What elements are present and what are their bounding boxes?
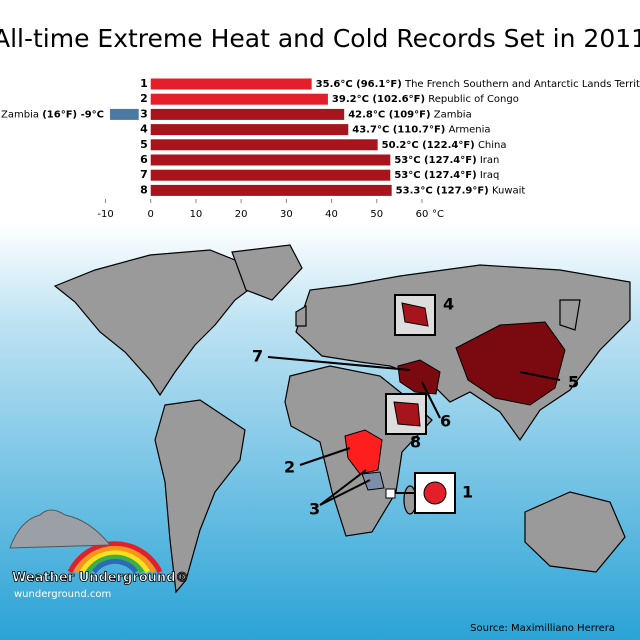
x-tick-label: 50 xyxy=(370,209,383,220)
location-label: Republic of Congo xyxy=(428,94,519,105)
x-tick-label: 40 xyxy=(325,209,338,220)
value-label: 53.3°C (127.9°F) Kuwait xyxy=(396,185,526,196)
north-america xyxy=(53,249,256,397)
south-america xyxy=(154,399,246,594)
location-label: The French Southern and Antarctic Lands … xyxy=(404,79,640,90)
category-label: 7 xyxy=(140,168,148,181)
map-label: 5 xyxy=(568,373,579,392)
location-label: China xyxy=(478,140,507,151)
location-label: Armenia xyxy=(449,125,491,136)
value-label-number: 53°C (127.4°F) xyxy=(394,170,476,181)
source: Source: Maximilliano Herrera xyxy=(470,623,615,634)
category-label: 8 xyxy=(140,183,148,196)
value-label-number: 43.7°C (110.7°F) xyxy=(352,125,445,136)
location-label: Iraq xyxy=(480,170,500,181)
zambia xyxy=(361,471,385,491)
cold-location: Zambia xyxy=(1,109,39,120)
world-map: 1 2 3 4 5 6 7 8 xyxy=(53,244,631,594)
value-label: 35.6°C (96.1°F) The French Southern and … xyxy=(316,79,640,90)
bar xyxy=(150,154,391,166)
value-label: 53°C (127.4°F) Iran xyxy=(394,155,499,166)
category-label: 5 xyxy=(140,138,148,151)
map-label: 4 xyxy=(443,295,454,314)
australia xyxy=(524,491,626,573)
cold-bar xyxy=(110,108,139,120)
value-label-number: 53.3°C (127.9°F) xyxy=(396,185,489,196)
x-tick-label: 30 xyxy=(280,209,293,220)
greenland xyxy=(231,244,303,301)
value-label-number: 53°C (127.4°F) xyxy=(394,155,476,166)
value-label: 39.2°C (102.6°F) Republic of Congo xyxy=(332,94,519,105)
logo-name: Weather Underground® xyxy=(12,571,189,586)
category-label: 3 xyxy=(140,107,148,120)
iran-iraq xyxy=(397,359,441,395)
x-tick-label: 20 xyxy=(235,209,248,220)
bar xyxy=(150,169,391,181)
x-tick-label: 10 xyxy=(190,209,203,220)
china xyxy=(455,321,566,406)
map-label: 7 xyxy=(252,347,263,366)
location-label: Zambia xyxy=(434,109,472,120)
x-axis-label: °C xyxy=(432,209,444,220)
leader-lines xyxy=(267,356,561,506)
value-label: 53°C (127.4°F) Iraq xyxy=(394,170,499,181)
map-label: 8 xyxy=(410,433,421,452)
category-label: 1 xyxy=(140,77,148,90)
logo-url: wunderground.com xyxy=(14,589,111,600)
congo xyxy=(344,429,383,475)
bar xyxy=(150,139,378,151)
bar xyxy=(150,78,312,90)
category-label: 6 xyxy=(140,153,148,166)
category-label: 4 xyxy=(140,123,148,136)
japan-region xyxy=(559,299,581,331)
category-label: 2 xyxy=(140,92,148,105)
bar xyxy=(150,184,392,196)
inset-shape xyxy=(393,401,421,427)
britain xyxy=(295,304,307,327)
bar xyxy=(150,108,345,120)
value-label: 43.7°C (110.7°F) Armenia xyxy=(352,125,490,136)
location-label: Iran xyxy=(480,155,500,166)
map-label: 3 xyxy=(309,500,320,519)
value-label-number: 50.2°C (122.4°F) xyxy=(382,140,475,151)
bar xyxy=(150,93,328,105)
map-label: 6 xyxy=(440,412,451,431)
chart-title: All-time Extreme Heat and Cold Records S… xyxy=(0,24,640,53)
cold-value-label: (16°F) -9°C xyxy=(42,109,104,120)
inset-marker xyxy=(385,488,396,499)
map-label: 1 xyxy=(462,483,473,502)
location-label: Kuwait xyxy=(492,185,525,196)
value-label-number: 35.6°C (96.1°F) xyxy=(316,79,402,90)
logo: Weather Underground® wunderground.com xyxy=(9,509,189,600)
value-label: 42.8°C (109°F) Zambia xyxy=(348,109,472,120)
x-tick-label: -10 xyxy=(97,209,113,220)
inset-shape xyxy=(401,302,429,327)
map-label: 2 xyxy=(284,458,295,477)
value-label-number: 42.8°C (109°F) xyxy=(348,109,430,120)
bar xyxy=(150,124,349,136)
value-label: 50.2°C (122.4°F) China xyxy=(382,140,507,151)
value-label-number: 39.2°C (102.6°F) xyxy=(332,94,425,105)
inset-shape xyxy=(423,481,447,505)
cold-label: Zambia (16°F) -9°C xyxy=(1,109,104,120)
x-tick-label: 0 xyxy=(148,209,154,220)
x-tick-label: 60 xyxy=(416,209,429,220)
